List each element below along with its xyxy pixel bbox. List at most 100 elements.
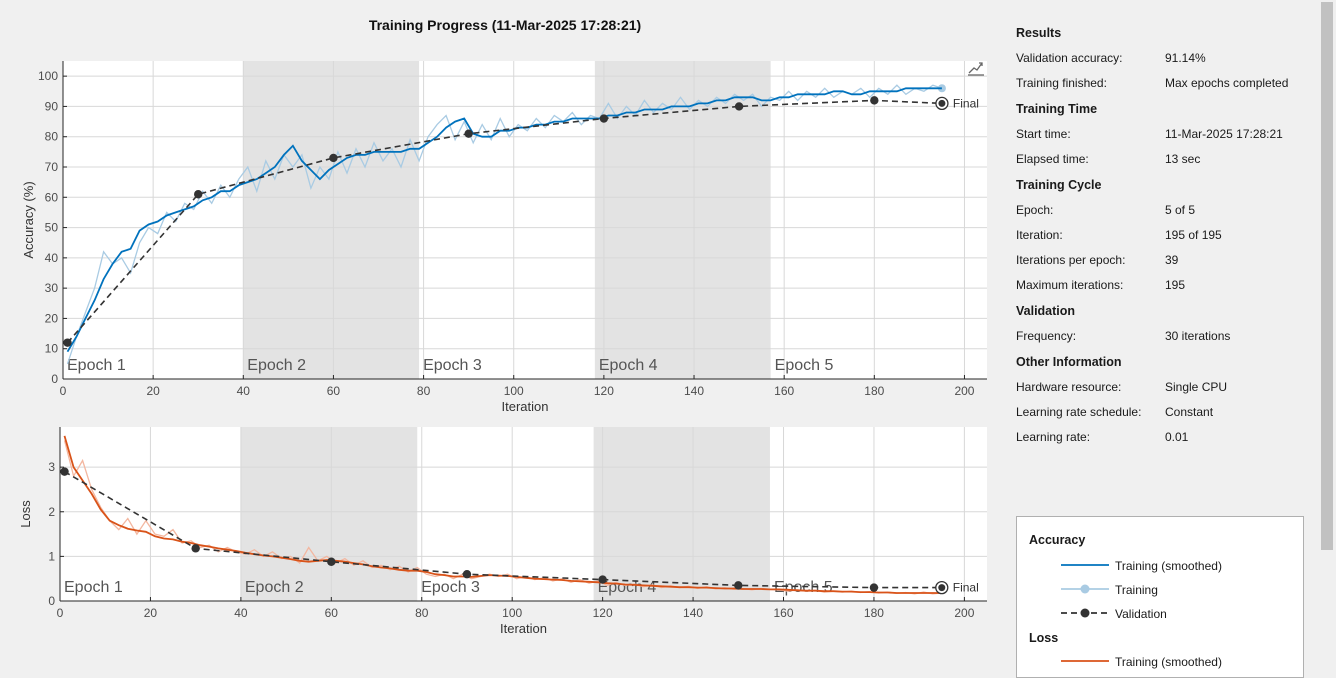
- x-tick-label: 160: [774, 384, 794, 398]
- epoch-band: [240, 427, 418, 601]
- info-value: Max epochs completed: [1165, 76, 1289, 90]
- accuracy-chart[interactable]: Epoch 1 Epoch 2 Epoch 3 Epoch 4 Epoch 5 Final…: [0, 50, 1000, 420]
- y-tick-label: 20: [45, 311, 59, 325]
- info-row: Frequency: 30 iterations: [1016, 324, 1316, 349]
- info-row: Elapsed time: 13 sec: [1016, 147, 1316, 172]
- x-tick-label: 100: [502, 606, 522, 620]
- x-tick-label: 200: [954, 384, 974, 398]
- y-tick-label: 60: [45, 190, 59, 204]
- x-tick-label: 140: [684, 384, 704, 398]
- series-line-validation: [66, 99, 942, 344]
- info-label: Frequency:: [1016, 329, 1077, 343]
- y-tick-label: 90: [45, 99, 59, 113]
- epoch-label: Epoch 5: [775, 357, 834, 374]
- y-tick-label: 1: [48, 549, 55, 563]
- legend-label: Training (smoothed): [1115, 559, 1222, 573]
- legend-label: Training: [1115, 583, 1158, 597]
- x-tick-label: 140: [683, 606, 703, 620]
- y-tick-label: 80: [45, 130, 59, 144]
- section-title: Other Information: [1016, 355, 1122, 369]
- validation-point: [599, 114, 609, 123]
- info-value: 0.01: [1165, 430, 1189, 444]
- info-row: Start time: 11-Mar-2025 17:28:21: [1016, 122, 1316, 147]
- validation-point: [60, 467, 69, 476]
- section-title: Training Time: [1016, 102, 1098, 116]
- info-value: Constant: [1165, 405, 1214, 419]
- epoch-label: Epoch 3: [421, 579, 480, 596]
- x-tick-label: 200: [954, 606, 974, 620]
- epoch-label: Epoch 2: [245, 579, 304, 596]
- epoch-label: Epoch 2: [247, 357, 306, 374]
- info-label: Epoch:: [1016, 203, 1054, 217]
- legend-panel: Accuracy Training (smoothed) Training Valid…: [1016, 516, 1304, 678]
- info-row: Validation accuracy: 91.14%: [1016, 46, 1316, 71]
- x-tick-label: 0: [60, 384, 67, 398]
- export-plot-icon[interactable]: [966, 59, 986, 77]
- x-tick-label: 100: [504, 384, 524, 398]
- info-row: Training finished: Max epochs completed: [1016, 71, 1316, 96]
- validation-point: [598, 575, 607, 584]
- training-info-panel: Results Validation accuracy: 91.14% Trainin…: [1016, 20, 1316, 450]
- validation-point: [63, 338, 72, 347]
- y-axis-label: Loss: [18, 500, 33, 528]
- section-title: Training Cycle: [1016, 178, 1102, 192]
- x-tick-label: 60: [327, 384, 341, 398]
- legend-swatch: [1061, 660, 1109, 662]
- validation-point: [870, 96, 879, 105]
- epoch-band: [594, 61, 771, 379]
- plot-area: [63, 61, 987, 379]
- info-row: Iterations per epoch: 39: [1016, 248, 1316, 273]
- y-tick-label: 100: [38, 69, 58, 83]
- x-tick-label: 60: [325, 606, 339, 620]
- section-title: Results: [1016, 26, 1062, 40]
- validation-point: [462, 570, 472, 579]
- epoch-label: Epoch 4: [599, 357, 658, 374]
- x-tick-label: 180: [864, 384, 884, 398]
- y-tick-label: 3: [48, 460, 55, 474]
- scrollbar-thumb[interactable]: [1321, 2, 1333, 550]
- x-tick-label: 180: [864, 606, 884, 620]
- legend-loss-title: Loss: [1029, 631, 1059, 645]
- epoch-label: Epoch 1: [67, 357, 126, 374]
- info-label: Maximum iterations:: [1016, 278, 1124, 292]
- epoch-band: [593, 427, 770, 601]
- info-row: Learning rate schedule: Constant: [1016, 400, 1316, 425]
- info-label: Learning rate:: [1016, 430, 1091, 444]
- info-value: 195: [1165, 278, 1186, 292]
- validation-point: [734, 581, 743, 590]
- series-line-training-smoothed-: [66, 87, 942, 353]
- x-tick-label: 80: [417, 384, 431, 398]
- y-tick-label: 0: [48, 594, 55, 608]
- info-value: 91.14%: [1165, 51, 1206, 65]
- validation-point: [869, 583, 879, 592]
- validation-point: [938, 584, 946, 592]
- validation-point: [191, 544, 200, 553]
- series-line-training: [66, 84, 943, 365]
- final-label: Final: [953, 581, 979, 595]
- x-tick-label: 120: [594, 384, 614, 398]
- legend-swatch: [1061, 584, 1109, 594]
- x-tick-label: 40: [234, 606, 248, 620]
- page-title: Training Progress (11-Mar-2025 17:28:21): [368, 17, 642, 33]
- info-value: 30 iterations: [1165, 329, 1231, 343]
- info-value: Single CPU: [1165, 380, 1228, 394]
- series-line-validation: [64, 470, 942, 589]
- loss-chart[interactable]: Epoch 1 Epoch 2 Epoch 3 Epoch 4 Epoch 5 Final…: [0, 418, 1000, 648]
- legend-accuracy-title: Accuracy: [1029, 533, 1086, 547]
- y-axis-label: Accuracy (%): [21, 181, 36, 258]
- section-title: Validation: [1016, 304, 1076, 318]
- legend-label: Validation: [1115, 607, 1167, 621]
- info-value: 39: [1165, 253, 1179, 267]
- info-label: Validation accuracy:: [1016, 51, 1123, 65]
- info-label: Start time:: [1016, 127, 1071, 141]
- info-row: Hardware resource: Single CPU: [1016, 375, 1316, 400]
- validation-point: [327, 557, 336, 566]
- vertical-scrollbar[interactable]: [1321, 0, 1336, 664]
- info-row: Iteration: 195 of 195: [1016, 223, 1316, 248]
- x-axis-label: Iteration: [502, 399, 549, 414]
- training-final-point: [937, 84, 946, 93]
- info-row: Maximum iterations: 195: [1016, 273, 1316, 298]
- info-label: Iteration:: [1016, 228, 1063, 242]
- epoch-label: Epoch 3: [423, 357, 482, 374]
- validation-point: [194, 190, 203, 199]
